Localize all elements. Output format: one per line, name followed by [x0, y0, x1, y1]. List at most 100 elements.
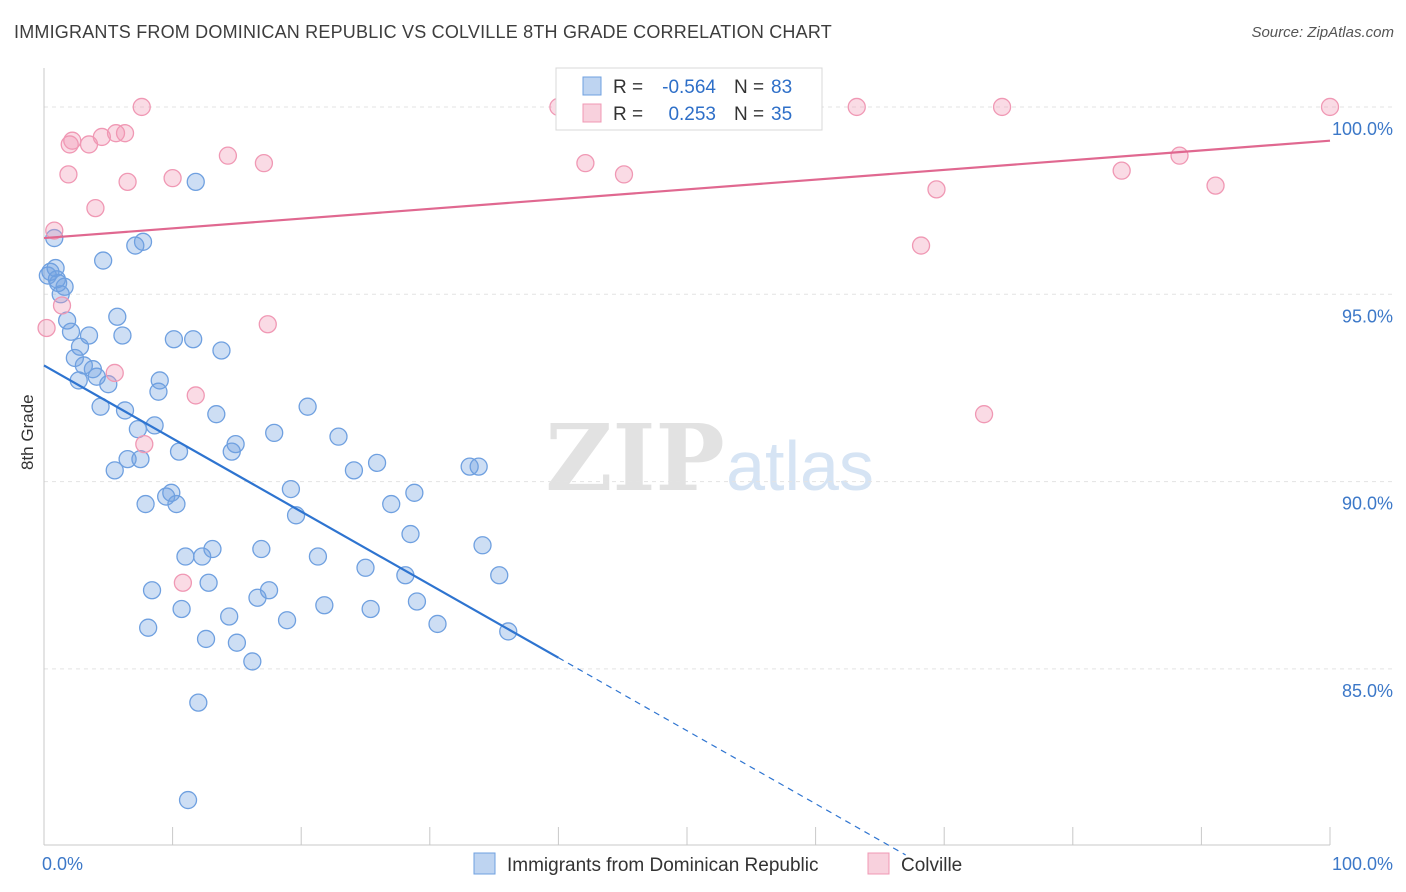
series-1 [37, 97, 1340, 592]
point-colville [92, 127, 112, 147]
point-dominican-republic [227, 633, 247, 652]
point-colville [52, 296, 72, 315]
watermark-atlas: atlas [726, 427, 874, 505]
point-colville [218, 146, 238, 165]
point-dominican-republic [473, 536, 492, 555]
point-dominican-republic [172, 599, 191, 619]
point-dominican-republic [329, 427, 348, 446]
stats-r-label: R = [613, 104, 643, 125]
point-dominican-republic [401, 524, 420, 544]
point-colville [132, 97, 151, 117]
point-dominican-republic [178, 790, 198, 810]
legend-label-0: Immigrants from Dominican Republic [507, 855, 819, 876]
stats-n-value: 35 [771, 104, 792, 125]
point-dominican-republic [207, 405, 226, 424]
point-colville [1170, 146, 1189, 165]
point-colville [254, 154, 274, 173]
point-dominican-republic [243, 652, 262, 671]
point-dominican-republic [298, 397, 317, 416]
legend-swatch-1 [867, 852, 890, 875]
point-colville [163, 168, 182, 188]
point-colville [118, 172, 137, 192]
point-dominican-republic [490, 566, 509, 585]
trend-line-extension-0 [558, 657, 906, 856]
stats-legend-box [555, 67, 823, 131]
point-colville [86, 198, 105, 218]
point-dominican-republic [277, 611, 297, 630]
y-tick-label: 90.0% [1342, 494, 1393, 514]
trend-line-1 [43, 139, 1331, 240]
point-dominican-republic [382, 494, 401, 514]
point-dominican-republic [162, 483, 181, 502]
y-tick-label: 100.0% [1332, 119, 1393, 139]
point-dominican-republic [79, 326, 99, 345]
stats-swatch-0 [582, 76, 602, 96]
point-colville [614, 165, 634, 184]
point-dominican-republic [61, 322, 81, 341]
point-dominican-republic [344, 461, 364, 480]
stats-n-label: N = [734, 104, 764, 125]
point-colville [974, 405, 994, 424]
point-dominican-republic [184, 330, 203, 349]
stats-n-value: 83 [771, 77, 792, 98]
point-colville [1112, 161, 1131, 180]
point-dominican-republic [133, 232, 153, 251]
chart-title: IMMIGRANTS FROM DOMINICAN REPUBLIC VS CO… [14, 22, 832, 42]
point-dominican-republic [226, 434, 245, 454]
watermark-zip: ZIP [545, 404, 724, 512]
point-dominican-republic [469, 457, 488, 476]
point-dominican-republic [356, 558, 375, 577]
stats-n-label: N = [734, 77, 764, 98]
point-colville [576, 154, 595, 173]
legend-swatch-0 [473, 852, 496, 875]
point-dominican-republic [105, 461, 124, 480]
x-tick-label-min: 0.0% [42, 854, 83, 874]
stats-r-value: 0.253 [668, 104, 716, 125]
point-dominican-republic [99, 375, 118, 394]
trend-line-0 [43, 364, 559, 659]
point-colville [1320, 97, 1340, 117]
point-colville [115, 124, 135, 143]
point-colville [45, 221, 64, 240]
point-colville [37, 318, 56, 338]
series-0 [38, 172, 518, 810]
point-dominican-republic [136, 494, 155, 514]
point-dominican-republic [315, 596, 334, 615]
point-colville [992, 97, 1012, 117]
point-colville [173, 573, 193, 592]
point-dominican-republic [167, 494, 186, 514]
point-colville [59, 165, 78, 184]
point-colville [258, 315, 277, 334]
point-dominican-republic [113, 326, 132, 345]
point-dominican-republic [428, 614, 447, 634]
y-tick-label: 95.0% [1342, 306, 1393, 326]
point-dominican-republic [193, 547, 212, 566]
point-dominican-republic [407, 592, 427, 611]
point-colville [186, 386, 205, 405]
point-dominican-republic [367, 453, 387, 473]
point-dominican-republic [220, 607, 239, 626]
point-dominican-republic [212, 341, 231, 360]
stats-r-value: -0.564 [662, 77, 716, 98]
y-tick-label: 85.0% [1342, 681, 1393, 701]
point-dominican-republic [118, 449, 137, 469]
point-colville [135, 434, 154, 454]
point-dominican-republic [176, 547, 195, 566]
point-dominican-republic [199, 573, 218, 592]
point-dominican-republic [139, 618, 158, 637]
x-tick-label-max: 100.0% [1332, 854, 1393, 874]
point-dominican-republic [48, 273, 68, 293]
point-dominican-republic [94, 251, 113, 270]
point-dominican-republic [150, 371, 169, 390]
point-dominican-republic [186, 172, 205, 192]
point-dominican-republic [308, 547, 328, 566]
point-colville [60, 135, 79, 154]
point-dominican-republic [196, 629, 216, 649]
point-dominican-republic [361, 599, 380, 619]
point-dominican-republic [142, 581, 162, 600]
stats-swatch-1 [582, 103, 602, 123]
stats-r-label: R = [613, 77, 643, 98]
point-colville [927, 180, 946, 199]
point-dominican-republic [252, 539, 271, 559]
